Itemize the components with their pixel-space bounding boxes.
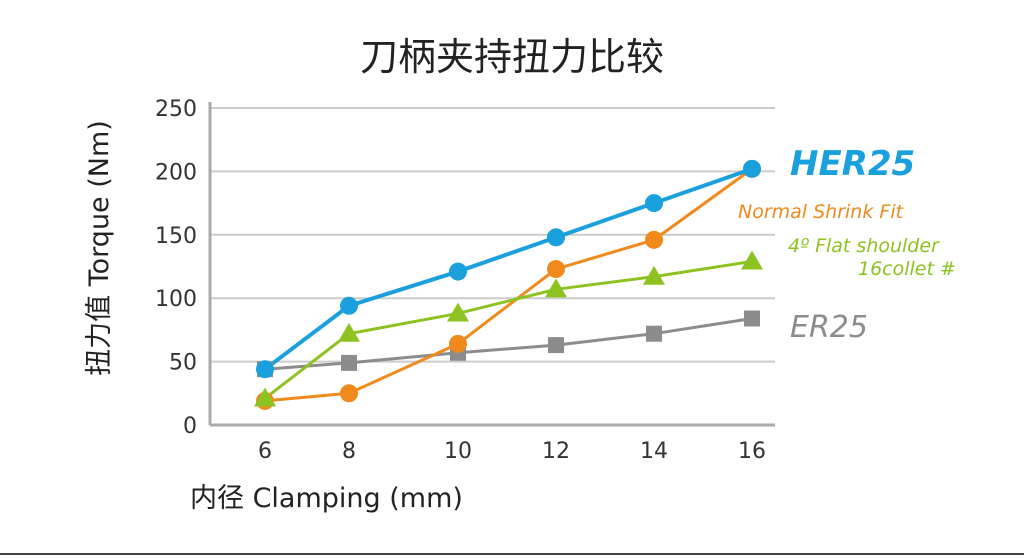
data-point <box>547 228 565 247</box>
bottom-divider <box>0 553 1024 555</box>
chart-title: 刀柄夹持扭力比较 <box>360 35 664 79</box>
x-axis-label: 内径 Clamping (mm) <box>190 483 463 514</box>
y-tick-label: 0 <box>183 414 197 439</box>
series-labels: HER25 Normal Shrink Fit 4º Flat shoulder16… <box>738 144 956 345</box>
data-point <box>548 337 564 354</box>
x-tick-label: 12 <box>542 439 570 464</box>
data-point <box>447 302 469 322</box>
data-point <box>256 360 274 379</box>
data-point <box>341 354 357 371</box>
data-point <box>449 262 467 281</box>
grid-lines <box>210 107 775 363</box>
axes <box>208 102 775 427</box>
series-markers <box>254 159 763 410</box>
data-point <box>741 250 763 270</box>
series-line <box>264 317 753 371</box>
data-point <box>547 260 565 279</box>
series-label: HER25 <box>790 144 915 184</box>
data-point <box>338 322 360 342</box>
data-point <box>643 265 665 285</box>
data-point <box>449 334 467 353</box>
x-tick-label: 8 <box>342 439 356 464</box>
x-tick-label: 6 <box>258 439 272 464</box>
series-label: 16collet # <box>858 258 956 280</box>
y-tick-label: 200 <box>155 160 197 185</box>
series-line <box>264 259 753 400</box>
data-point <box>646 325 662 342</box>
series-lines <box>263 166 753 403</box>
data-point <box>340 296 358 315</box>
data-point <box>645 194 663 213</box>
x-tick-label: 16 <box>738 439 766 464</box>
y-tick-label: 250 <box>155 97 197 122</box>
data-point <box>645 230 663 249</box>
data-point <box>743 159 761 178</box>
data-point <box>545 278 567 298</box>
x-tick-label: 14 <box>640 439 668 464</box>
y-tick-labels: 0 50 100 150 200 250 <box>155 97 197 439</box>
series-label: 4º Flat shoulder <box>788 235 940 257</box>
data-point <box>340 384 358 403</box>
series-line <box>264 167 753 403</box>
data-point <box>744 310 760 327</box>
series-label: ER25 <box>790 310 868 345</box>
y-tick-label: 50 <box>169 351 197 376</box>
series-line <box>263 166 753 371</box>
y-tick-label: 150 <box>155 224 197 249</box>
x-tick-label: 10 <box>444 439 472 464</box>
series-label: Normal Shrink Fit <box>738 201 905 223</box>
data-point <box>254 387 276 407</box>
x-tick-labels: 6 8 10 12 14 16 <box>258 439 766 464</box>
y-axis-label: 扭力值 Torque (Nm) <box>84 120 115 376</box>
y-tick-label: 100 <box>155 287 197 312</box>
